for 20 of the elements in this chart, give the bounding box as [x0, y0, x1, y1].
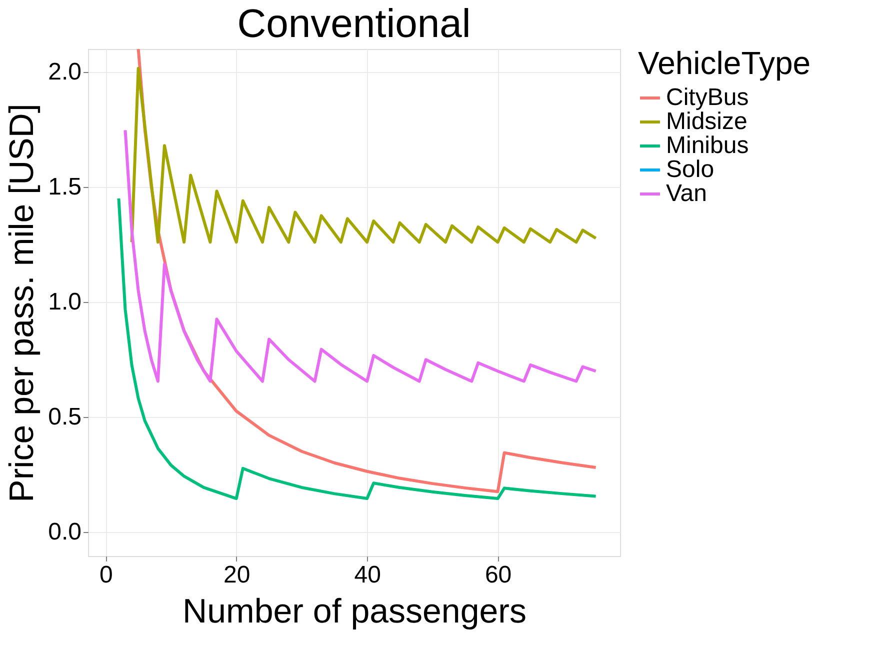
y-tick-label: 1.5: [48, 173, 82, 200]
y-tick-label: 2.0: [48, 58, 82, 86]
y-tick-label: 0.0: [48, 518, 82, 546]
legend-label: Solo: [666, 156, 714, 183]
x-tick-label: 40: [354, 562, 381, 588]
y-tick-label: 0.5: [48, 403, 82, 430]
y-tick-label: 1.0: [48, 288, 82, 316]
x-axis-title: Number of passengers: [182, 592, 526, 630]
x-tick-label: 20: [224, 562, 250, 588]
legend-label: Van: [666, 180, 707, 207]
legend-title: VehicleType: [638, 45, 811, 81]
line-series: [130, 66, 598, 244]
line-series: [117, 196, 598, 500]
chart-title: Conventional: [237, 2, 471, 46]
y-axis-title: Price per pass. mile [USD]: [3, 104, 42, 502]
x-tick-label: 60: [484, 562, 512, 588]
legend-label: CityBus: [666, 84, 749, 111]
line-series: [124, 128, 598, 383]
x-tick-label: 0: [99, 562, 113, 588]
legend-label: Minibus: [666, 132, 749, 159]
